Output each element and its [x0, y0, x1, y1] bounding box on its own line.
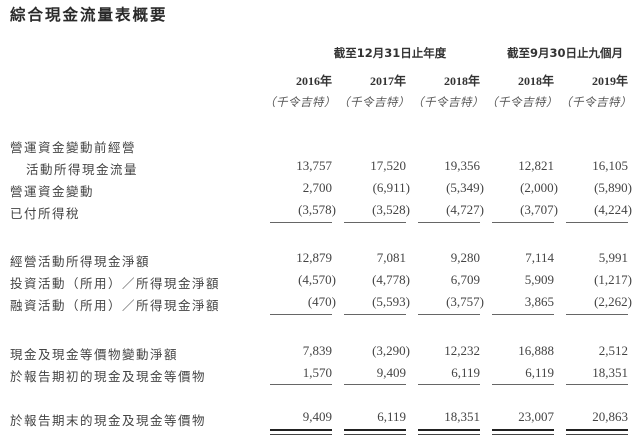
year-header: 2018年: [517, 74, 554, 88]
cell-value: 6,709: [450, 272, 480, 287]
cell-value: 12,821: [518, 158, 554, 173]
subtotal-rule: [344, 222, 406, 223]
row-label: 現金及現金等價物變動淨額: [10, 347, 179, 362]
column-group-fiscal-year: 截至12月31日止年度: [333, 46, 447, 60]
cell-value: 3,865: [524, 294, 554, 309]
cell-value: 6,119: [451, 365, 480, 380]
row-label: 於報告期初的現金及現金等價物: [10, 369, 207, 384]
cell-value: (3,528): [372, 202, 410, 217]
subtotal-rule: [566, 384, 628, 385]
cell-value: (4,224): [594, 202, 632, 217]
cell-value: 23,007: [518, 409, 554, 424]
subtotal-rule: [418, 314, 480, 315]
year-header: 2016年: [295, 74, 332, 88]
row-label: 投資活動（所用）／所得現金淨額: [10, 276, 221, 291]
cell-value: 13,757: [296, 158, 332, 173]
subtotal-rule: [492, 314, 554, 315]
cell-value: 12,232: [444, 343, 480, 358]
row-label: 營運資金變動: [10, 184, 95, 199]
unit-label: （千令吉特）: [264, 95, 336, 109]
cell-value: (4,727): [446, 202, 484, 217]
cell-value: 6,119: [377, 409, 406, 424]
row-label: 經營活動所得現金淨額: [10, 254, 151, 269]
subtotal-rule: [270, 384, 332, 385]
unit-label: （千令吉特）: [412, 95, 484, 109]
unit-label: （千令吉特）: [486, 95, 558, 109]
total-double-rule: [270, 429, 332, 436]
subtotal-rule: [566, 314, 628, 315]
unit-label: （千令吉特）: [560, 95, 632, 109]
cell-value: 9,280: [450, 250, 480, 265]
total-double-rule: [566, 429, 628, 436]
cell-value: (4,570): [298, 272, 336, 287]
year-header: 2018年: [443, 74, 480, 88]
cell-value: 19,356: [444, 158, 480, 173]
cell-value: (3,578): [298, 202, 336, 217]
subtotal-rule: [492, 222, 554, 223]
cell-value: 18,351: [592, 365, 628, 380]
cell-value: (5,593): [372, 294, 410, 309]
cell-value: 7,114: [525, 250, 554, 265]
cell-value: 5,909: [524, 272, 554, 287]
year-header: 2017年: [369, 74, 406, 88]
subtotal-rule: [344, 314, 406, 315]
subtotal-rule: [418, 222, 480, 223]
cell-value: (3,707): [520, 202, 558, 217]
total-double-rule: [418, 429, 480, 436]
cell-value: 1,570: [302, 365, 332, 380]
subtotal-rule: [492, 384, 554, 385]
row-label: 營運資金變動前經營: [10, 140, 137, 155]
subtotal-rule: [418, 384, 480, 385]
cell-value: 16,888: [518, 343, 554, 358]
cell-value: 9,409: [302, 409, 332, 424]
cell-value: 9,409: [376, 365, 406, 380]
subtotal-rule: [270, 222, 332, 223]
row-label: 已付所得稅: [10, 206, 81, 221]
row-label: 融資活動（所用）／所得現金淨額: [10, 298, 221, 313]
cell-value: 18,351: [444, 409, 480, 424]
cell-value: (5,890): [594, 180, 632, 195]
column-group-nine-months: 截至9月30日止九個月: [506, 46, 623, 60]
unit-label: （千令吉特）: [338, 95, 410, 109]
cell-value: (5,349): [446, 180, 484, 195]
cell-value: (6,911): [372, 180, 410, 195]
cell-value: 7,839: [302, 343, 332, 358]
cell-value: 6,119: [525, 365, 554, 380]
subtotal-rule: [270, 314, 332, 315]
cell-value: 2,512: [598, 343, 628, 358]
cell-value: (4,778): [372, 272, 410, 287]
total-double-rule: [344, 429, 406, 436]
cell-value: 5,991: [598, 250, 628, 265]
cell-value: 17,520: [370, 158, 406, 173]
subtotal-rule: [566, 222, 628, 223]
cell-value: (3,757): [446, 294, 484, 309]
cell-value: (2,262): [594, 294, 632, 309]
cell-value: 2,700: [302, 180, 332, 195]
subtotal-rule: [344, 384, 406, 385]
total-double-rule: [492, 429, 554, 436]
cell-value: (470): [307, 294, 336, 309]
cell-value: (2,000): [520, 180, 558, 195]
page-title: 綜合現金流量表概要: [10, 6, 168, 24]
cell-value: 12,879: [296, 250, 332, 265]
cell-value: 7,081: [376, 250, 406, 265]
year-header: 2019年: [591, 74, 628, 88]
cell-value: 16,105: [592, 158, 628, 173]
row-label: 活動所得現金流量: [26, 162, 139, 177]
cell-value: (1,217): [594, 272, 632, 287]
row-label: 於報告期末的現金及現金等價物: [10, 413, 207, 428]
cell-value: (3,290): [372, 343, 410, 358]
cell-value: 20,863: [592, 409, 628, 424]
